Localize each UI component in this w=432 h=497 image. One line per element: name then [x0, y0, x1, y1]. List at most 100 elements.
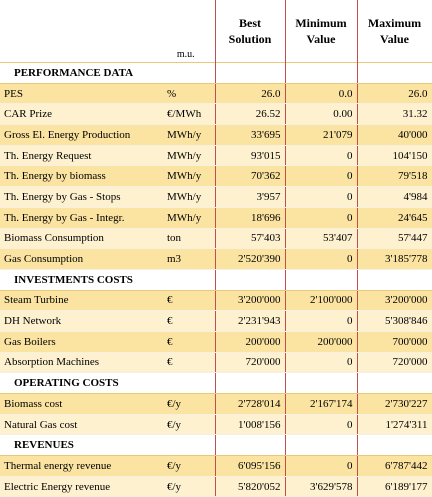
value: 6'787'442: [356, 455, 432, 477]
section-blank: [284, 434, 358, 457]
section-blank: [356, 434, 432, 457]
row-label: Gas Consumption: [0, 248, 157, 270]
value: 6'095'156: [214, 455, 286, 477]
value: 104'150: [356, 145, 432, 167]
data-row: Gross El. Energy Production MWh/y 33'695 21…: [0, 124, 432, 146]
data-row: Thermal energy revenue €/y 6'095'156 0 6'787…: [0, 455, 432, 477]
value: 18'696: [214, 207, 286, 229]
value: 2'730'227: [356, 393, 432, 415]
value: 93'015: [214, 145, 286, 167]
value: 0: [284, 207, 358, 229]
unit: MWh/y: [157, 207, 215, 229]
unit: €/y: [157, 414, 215, 436]
value: 0.0: [284, 83, 358, 105]
data-row: Gas Consumption m3 2'520'390 0 3'185'778: [0, 248, 432, 270]
value: 3'185'778: [356, 248, 432, 270]
value: 720'000: [214, 352, 286, 374]
value: 2'100'000: [284, 290, 358, 312]
section-blank: [356, 62, 432, 84]
row-label: DH Network: [0, 310, 157, 332]
value: 24'645: [356, 207, 432, 229]
value: 1'274'311: [356, 414, 432, 436]
row-label: CAR Prize: [0, 103, 157, 126]
value: 57'447: [356, 228, 432, 250]
value: 0: [284, 310, 358, 332]
value: 26.52: [214, 103, 286, 126]
value: 0: [284, 352, 358, 374]
section-blank: [284, 62, 358, 84]
header-row: m.u. Best Solution Minimum Value Maximum Va…: [0, 0, 432, 63]
section-blank: [214, 268, 286, 291]
value: 200'000: [284, 331, 358, 353]
value: 70'362: [214, 165, 286, 188]
column-header: Maximum Value: [356, 0, 432, 63]
section-blank: [356, 372, 432, 394]
row-label: Steam Turbine: [0, 290, 157, 312]
value: 200'000: [214, 331, 286, 353]
row-label: Thermal energy revenue: [0, 455, 157, 477]
value: 53'407: [284, 228, 358, 250]
section-row: INVESTMENTS COSTS: [0, 268, 432, 291]
value: 2'520'390: [214, 248, 286, 270]
value: 5'820'052: [214, 476, 286, 497]
value: 0.00: [284, 103, 358, 126]
value: 57'403: [214, 228, 286, 250]
section-title: REVENUES: [0, 434, 215, 457]
data-row: Absorption Machines €720'000 0 720'000: [0, 352, 432, 374]
unit: €: [157, 310, 215, 332]
value: 31.32: [356, 103, 432, 126]
data-row: Th. Energy by Gas - Stops MWh/y 3'957 0 4'98…: [0, 186, 432, 208]
section-blank: [284, 372, 358, 394]
value: 3'629'578: [284, 476, 358, 497]
row-label: Th. Energy by Gas - Integr.: [0, 207, 157, 229]
unit: €/MWh: [157, 103, 215, 126]
value: 2'728'014: [214, 393, 286, 415]
section-blank: [284, 268, 358, 291]
section-blank: [214, 372, 286, 394]
unit: €/y: [157, 393, 215, 415]
row-label: Th. Energy Request: [0, 145, 157, 167]
value: 720'000: [356, 352, 432, 374]
value: 3'200'000: [214, 290, 286, 312]
section-title: PERFORMANCE DATA: [0, 62, 215, 84]
row-label: Gas Boilers: [0, 331, 157, 353]
value: 26.0: [214, 83, 286, 105]
row-label: PES: [0, 83, 157, 105]
value: 4'984: [356, 186, 432, 208]
value: 79'518: [356, 165, 432, 188]
unit: €: [157, 290, 215, 312]
value: 0: [284, 145, 358, 167]
unit: %: [157, 83, 215, 105]
section-blank: [356, 268, 432, 291]
value: 0: [284, 165, 358, 188]
data-row: Biomass cost €/y 2'728'014 2'167'174 2'730'2…: [0, 393, 432, 415]
value: 3'957: [214, 186, 286, 208]
value: 0: [284, 186, 358, 208]
unit: €/y: [157, 455, 215, 477]
section-row: REVENUES: [0, 434, 432, 457]
data-row: Biomass Consumption ton 57'403 53'407 57'447: [0, 228, 432, 250]
value: 33'695: [214, 124, 286, 146]
value: 0: [284, 248, 358, 270]
unit: MWh/y: [157, 124, 215, 146]
row-label: Th. Energy by biomass: [0, 165, 157, 188]
row-label: Natural Gas cost: [0, 414, 157, 436]
row-label: Electric Energy revenue: [0, 476, 157, 497]
value: 2'167'174: [284, 393, 358, 415]
value: 40'000: [356, 124, 432, 146]
row-label: Gross El. Energy Production: [0, 124, 157, 146]
value: 5'308'846: [356, 310, 432, 332]
value: 0: [284, 414, 358, 436]
data-row: Gas Boilers €200'000 200'000 700'000: [0, 331, 432, 353]
data-row: Electric Energy revenue €/y 5'820'052 3'629…: [0, 476, 432, 497]
value: 1'008'156: [214, 414, 286, 436]
value: 2'231'943: [214, 310, 286, 332]
row-label: Th. Energy by Gas - Stops: [0, 186, 157, 208]
unit-header: m.u.: [176, 49, 195, 60]
data-row: PES% 26.0 0.0 26.0: [0, 83, 432, 105]
data-row: CAR Prize €/MWh 26.52 0.00 31.32: [0, 103, 432, 126]
row-label: Biomass cost: [0, 393, 157, 415]
value: 3'200'000: [356, 290, 432, 312]
value: 6'189'177: [356, 476, 432, 497]
